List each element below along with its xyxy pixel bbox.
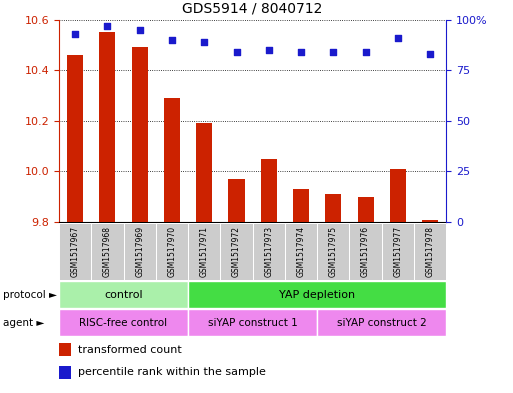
Bar bbox=[91, 223, 124, 280]
Bar bbox=[317, 223, 349, 280]
Text: GSM1517973: GSM1517973 bbox=[264, 226, 273, 277]
Text: GSM1517976: GSM1517976 bbox=[361, 226, 370, 277]
Text: GSM1517971: GSM1517971 bbox=[200, 226, 209, 277]
Point bbox=[362, 49, 370, 55]
Point bbox=[297, 49, 305, 55]
Point bbox=[329, 49, 338, 55]
Point bbox=[135, 27, 144, 33]
Bar bbox=[414, 223, 446, 280]
Text: GSM1517968: GSM1517968 bbox=[103, 226, 112, 277]
Bar bbox=[196, 123, 212, 222]
Bar bbox=[188, 281, 446, 308]
Bar bbox=[261, 159, 277, 222]
Bar bbox=[382, 223, 414, 280]
Point bbox=[200, 39, 208, 45]
Bar bbox=[390, 169, 406, 222]
Bar bbox=[252, 223, 285, 280]
Bar bbox=[59, 366, 71, 379]
Bar bbox=[285, 223, 317, 280]
Bar bbox=[59, 309, 188, 336]
Bar bbox=[349, 223, 382, 280]
Bar bbox=[100, 32, 115, 222]
Text: GSM1517969: GSM1517969 bbox=[135, 226, 144, 277]
Text: control: control bbox=[104, 290, 143, 300]
Point bbox=[232, 49, 241, 55]
Point bbox=[168, 37, 176, 43]
Text: GSM1517972: GSM1517972 bbox=[232, 226, 241, 277]
Bar bbox=[221, 223, 252, 280]
Bar bbox=[59, 223, 91, 280]
Title: GDS5914 / 8040712: GDS5914 / 8040712 bbox=[183, 2, 323, 16]
Text: GSM1517978: GSM1517978 bbox=[426, 226, 435, 277]
Bar bbox=[188, 309, 317, 336]
Bar bbox=[59, 343, 71, 356]
Text: RISC-free control: RISC-free control bbox=[80, 318, 168, 328]
Text: percentile rank within the sample: percentile rank within the sample bbox=[78, 367, 266, 377]
Text: transformed count: transformed count bbox=[78, 345, 182, 355]
Bar bbox=[293, 189, 309, 222]
Text: agent ►: agent ► bbox=[3, 318, 44, 328]
Text: YAP depletion: YAP depletion bbox=[279, 290, 356, 300]
Bar bbox=[325, 194, 342, 222]
Point bbox=[394, 35, 402, 41]
Text: siYAP construct 2: siYAP construct 2 bbox=[337, 318, 427, 328]
Bar bbox=[156, 223, 188, 280]
Bar bbox=[228, 179, 245, 222]
Bar bbox=[132, 48, 148, 222]
Bar bbox=[317, 309, 446, 336]
Bar bbox=[188, 223, 221, 280]
Point bbox=[71, 31, 79, 37]
Bar bbox=[422, 220, 438, 222]
Point bbox=[426, 51, 435, 57]
Point bbox=[103, 22, 111, 29]
Text: GSM1517967: GSM1517967 bbox=[71, 226, 80, 277]
Point bbox=[265, 47, 273, 53]
Bar bbox=[67, 55, 83, 222]
Bar bbox=[358, 197, 373, 222]
Text: GSM1517974: GSM1517974 bbox=[297, 226, 306, 277]
Bar bbox=[124, 223, 156, 280]
Text: GSM1517970: GSM1517970 bbox=[167, 226, 176, 277]
Text: GSM1517977: GSM1517977 bbox=[393, 226, 402, 277]
Text: GSM1517975: GSM1517975 bbox=[329, 226, 338, 277]
Text: protocol ►: protocol ► bbox=[3, 290, 56, 300]
Bar bbox=[59, 281, 188, 308]
Bar bbox=[164, 98, 180, 222]
Text: siYAP construct 1: siYAP construct 1 bbox=[208, 318, 298, 328]
